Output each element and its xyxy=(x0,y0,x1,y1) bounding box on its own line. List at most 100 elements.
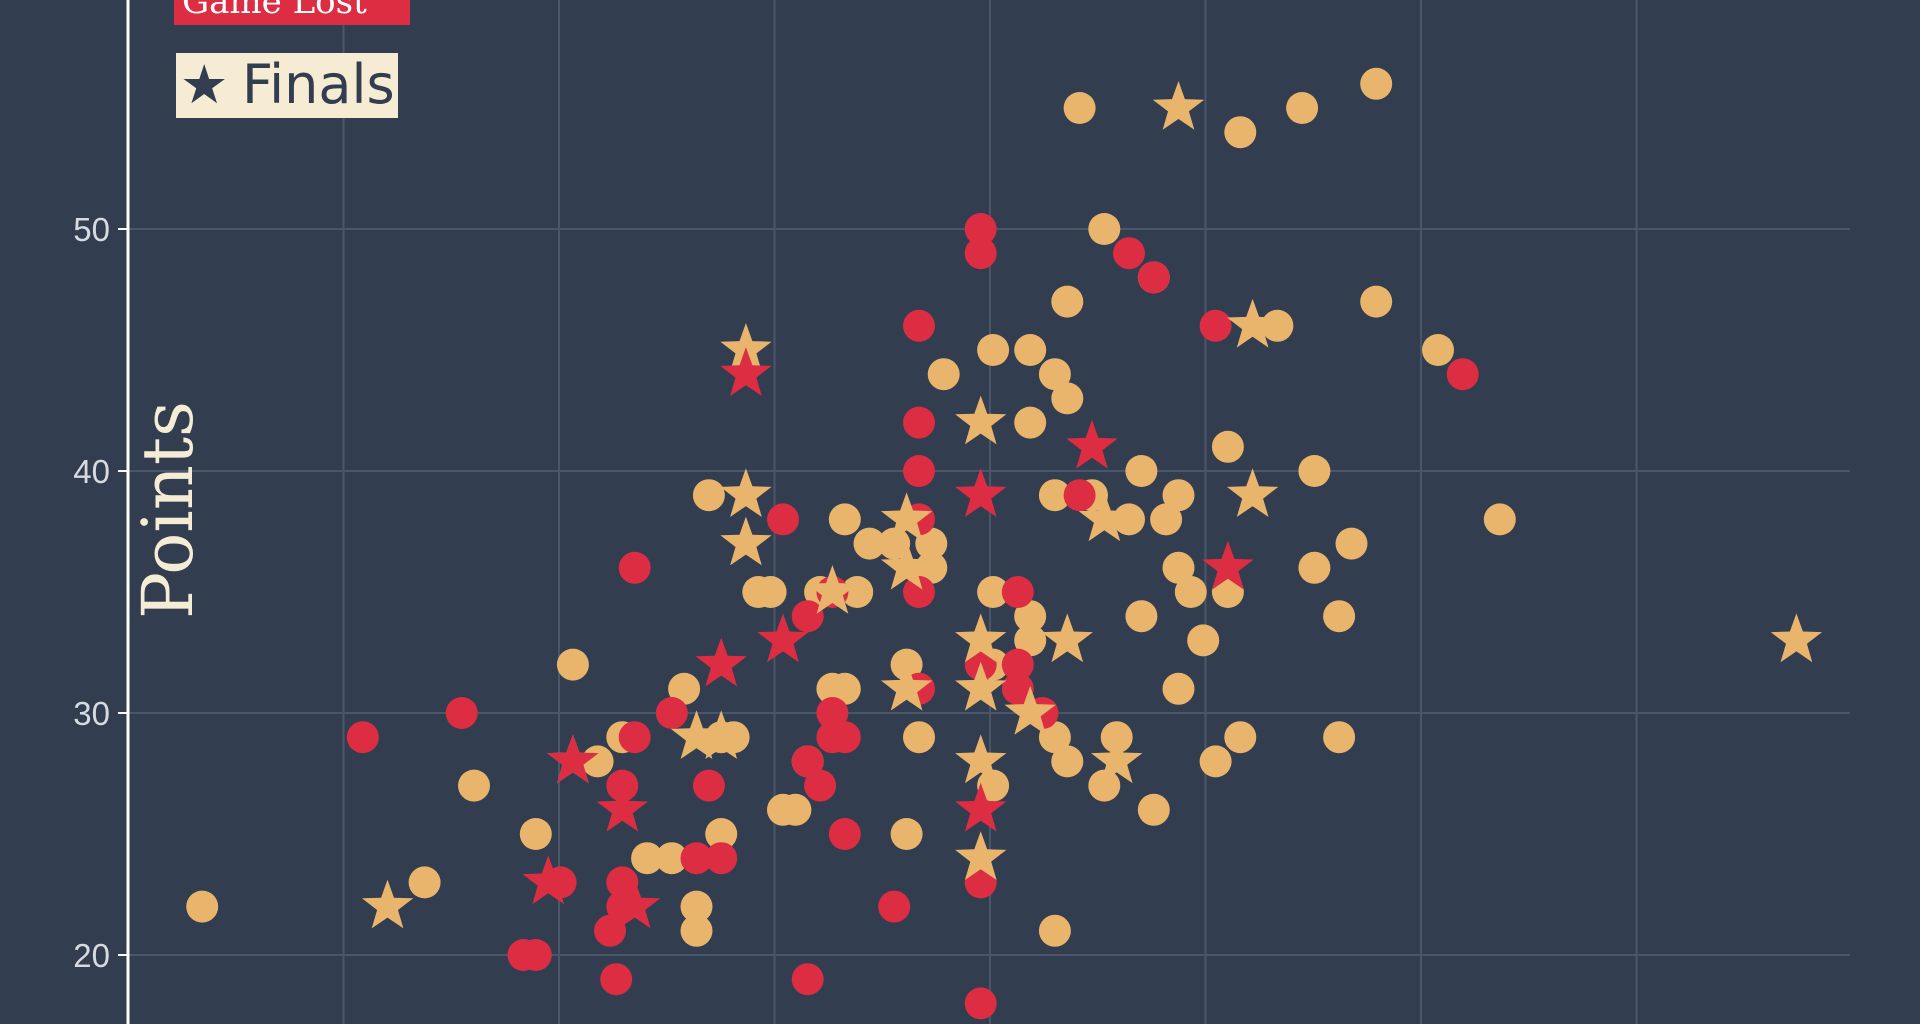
point-won xyxy=(1224,116,1257,149)
point-lost xyxy=(903,455,935,487)
point-won xyxy=(631,842,664,875)
point-won xyxy=(692,479,725,512)
star-point-lost-finals xyxy=(720,347,772,396)
point-lost xyxy=(816,697,849,729)
legend-label-game-lost: Game Lost xyxy=(182,0,367,22)
point-won xyxy=(1162,551,1195,584)
point-lost xyxy=(705,842,738,875)
point-won xyxy=(1038,479,1071,512)
point-won xyxy=(1051,745,1084,778)
star-point-won-finals xyxy=(880,661,933,711)
point-won xyxy=(1063,92,1096,124)
star-point-won-finals xyxy=(1770,613,1823,663)
point-lost xyxy=(828,818,861,850)
point-won xyxy=(1014,334,1047,366)
point-lost xyxy=(964,987,997,1020)
y-axis-ticks: 20 30 40 50 60 xyxy=(73,0,128,974)
point-won xyxy=(1125,455,1158,487)
star-point-won-finals xyxy=(670,710,723,759)
point-won xyxy=(915,527,948,560)
point-won xyxy=(890,818,923,850)
point-won xyxy=(1051,382,1084,415)
point-lost xyxy=(618,551,651,584)
star-point-won-finals xyxy=(1041,613,1093,663)
y-axis-title: Points xyxy=(127,401,209,619)
star-point-won-finals xyxy=(880,492,933,542)
point-won xyxy=(668,672,701,705)
point-lost xyxy=(1001,576,1034,608)
point-won xyxy=(1298,551,1331,584)
grid xyxy=(128,0,1850,1024)
legend-label-finals: Finals xyxy=(242,53,395,116)
star-point-won-finals xyxy=(720,516,772,566)
point-won xyxy=(828,672,861,705)
point-lost xyxy=(655,697,688,729)
y-tick-label: 50 xyxy=(73,211,110,248)
point-won xyxy=(408,866,441,899)
star-point-won-finals xyxy=(720,468,772,517)
y-tick-label: 20 xyxy=(73,937,110,974)
point-won xyxy=(1150,503,1183,536)
point-won xyxy=(1323,600,1356,633)
star-point-lost-finals xyxy=(695,637,747,687)
point-won xyxy=(828,503,861,536)
legend-lost-swatch xyxy=(174,0,410,25)
star-point-won-finals xyxy=(1227,298,1279,348)
legend: Game Lost ★ Finals xyxy=(174,0,410,118)
point-won xyxy=(1174,576,1207,608)
legend-finals-box xyxy=(176,53,398,118)
point-won xyxy=(1323,721,1356,754)
point-won xyxy=(1483,503,1516,536)
y-tick-label: 40 xyxy=(73,453,110,490)
point-won xyxy=(1286,92,1319,124)
star-point-lost-finals xyxy=(609,879,661,929)
point-lost xyxy=(519,939,552,971)
point-lost xyxy=(445,697,478,729)
star-point-lost-finals xyxy=(1066,419,1118,469)
y-tick-label: 30 xyxy=(73,695,110,732)
star-point-won-finals xyxy=(1091,734,1143,784)
point-won xyxy=(853,527,886,560)
point-lost xyxy=(903,406,935,439)
star-point-won-finals xyxy=(1004,686,1056,735)
point-lost xyxy=(594,914,626,947)
point-won xyxy=(1298,455,1331,487)
point-won xyxy=(1088,213,1121,245)
point-won xyxy=(1014,406,1047,439)
point-won xyxy=(779,793,812,826)
point-lost xyxy=(804,769,837,802)
point-won xyxy=(556,648,589,681)
data-points xyxy=(186,67,1823,1020)
point-won xyxy=(903,721,935,754)
point-lost xyxy=(1137,261,1170,294)
star-point-won-finals xyxy=(1227,468,1279,517)
point-won xyxy=(1038,358,1071,391)
star-point-won-finals xyxy=(1078,492,1130,542)
star-point-lost-finals xyxy=(522,855,574,905)
point-won xyxy=(680,890,713,923)
point-lost xyxy=(618,721,651,754)
point-won xyxy=(1360,285,1393,318)
point-won xyxy=(1162,672,1195,705)
point-won xyxy=(1137,793,1170,826)
point-lost xyxy=(791,600,824,633)
point-won xyxy=(705,818,738,850)
point-lost xyxy=(692,769,725,802)
point-won xyxy=(927,358,960,391)
point-won xyxy=(878,527,911,560)
legend-finals-star-icon: ★ xyxy=(180,53,228,116)
point-lost xyxy=(606,866,639,899)
point-lost xyxy=(903,576,935,608)
point-won xyxy=(1187,624,1220,657)
star-point-lost-finals xyxy=(596,782,648,832)
point-won xyxy=(1199,745,1232,778)
star-point-won-finals xyxy=(361,879,414,929)
point-won xyxy=(977,769,1010,802)
point-won xyxy=(519,818,552,850)
y-tick-label: 60 xyxy=(73,0,110,6)
point-won xyxy=(977,334,1010,366)
point-lost xyxy=(600,963,633,996)
star-point-won-finals xyxy=(955,734,1007,784)
point-lost xyxy=(964,237,997,270)
point-won xyxy=(1162,479,1195,512)
